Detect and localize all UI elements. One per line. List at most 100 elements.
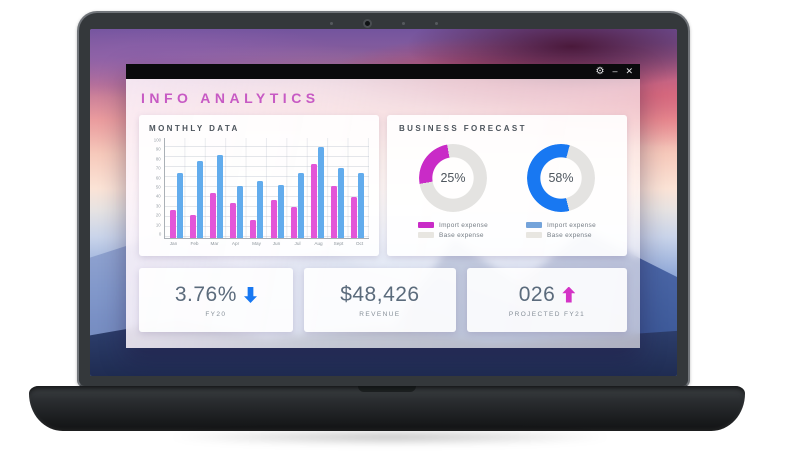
bar-chart-plot-area xyxy=(164,138,369,239)
bar-pink xyxy=(350,197,357,238)
bar-group xyxy=(250,138,264,238)
laptop-lid: ⚙ – ✕ INFO ANALYTICS MONTHLY DATA 100 90 8… xyxy=(77,11,690,388)
x-label: Mar xyxy=(210,241,219,247)
bar-chart: 100 90 80 70 60 50 40 30 20 10 0 Jan Feb Mar Apr May Ju… xyxy=(149,138,369,249)
donut-charts-row: 25% Import expense Base expense 58% Import e… xyxy=(399,135,615,247)
window-body: INFO ANALYTICS MONTHLY DATA 100 90 80 70 60 5… xyxy=(126,79,640,348)
stat-top: $48,426 xyxy=(340,283,419,307)
donut-legend: Import expense Base expense xyxy=(525,222,596,239)
y-tick: 80 xyxy=(156,157,161,162)
mic-dot xyxy=(329,21,333,25)
business-forecast-title: BUSINESS FORECAST xyxy=(399,124,527,133)
bar-blue xyxy=(177,173,183,238)
bar-blue xyxy=(197,161,204,238)
x-label: Aug xyxy=(313,241,323,247)
top-cards-row: MONTHLY DATA 100 90 80 70 60 50 40 30 20 10 0 Jan F… xyxy=(139,115,627,256)
bar-chart-plot-column: Jan Feb Mar Apr May Jun Jul Aug Sept Oct xyxy=(164,138,369,249)
legend-item: Base expense xyxy=(525,231,596,239)
donut-box: 25% Import expense Base expense xyxy=(417,143,488,239)
donut-value-label: 25% xyxy=(440,170,466,185)
bar-group xyxy=(310,138,324,238)
x-label: Jan xyxy=(169,241,178,247)
x-label: Sept xyxy=(333,241,344,247)
bar-group xyxy=(230,138,244,238)
bar-chart-x-axis: Jan Feb Mar Apr May Jun Jul Aug Sept Oct xyxy=(164,239,369,249)
monthly-data-card: MONTHLY DATA 100 90 80 70 60 50 40 30 20 10 0 Jan F… xyxy=(139,115,379,256)
x-label: Jun xyxy=(273,241,281,247)
minimize-icon[interactable]: – xyxy=(612,66,618,76)
y-tick: 100 xyxy=(153,138,161,144)
close-icon[interactable]: ✕ xyxy=(625,66,633,76)
bar-blue xyxy=(337,168,344,238)
x-label: Oct xyxy=(355,241,364,247)
legend-label: Base expense xyxy=(438,231,484,239)
x-label: May xyxy=(251,241,261,247)
stat-card: 026 PROJECTED FY21 xyxy=(467,268,627,332)
legend-label: Import expense xyxy=(438,221,488,229)
bar-group xyxy=(190,138,204,238)
bar-blue xyxy=(277,185,284,238)
legend-label: Base expense xyxy=(546,231,592,239)
bar-group xyxy=(270,138,284,238)
bar-pink xyxy=(190,215,197,238)
legend-item: Import expense xyxy=(417,221,488,229)
bar-pink xyxy=(230,203,237,238)
bar-pink xyxy=(250,220,257,238)
bar-group xyxy=(350,138,364,238)
y-tick: 10 xyxy=(156,223,161,228)
y-tick: 90 xyxy=(156,148,161,153)
laptop-shadow xyxy=(70,427,710,447)
window-titlebar[interactable]: ⚙ – ✕ xyxy=(126,64,640,79)
bar-blue xyxy=(297,173,304,238)
stat-value: 026 xyxy=(518,282,556,306)
business-forecast-card: BUSINESS FORECAST 25% Import expense Base … xyxy=(387,115,627,256)
legend-swatch xyxy=(525,222,542,228)
bar-chart-y-axis: 100 90 80 70 60 50 40 30 20 10 0 xyxy=(149,138,164,249)
analytics-app-window: ⚙ – ✕ INFO ANALYTICS MONTHLY DATA 100 90 8… xyxy=(126,64,640,348)
bar-pink xyxy=(310,164,317,238)
legend-swatch xyxy=(417,222,434,228)
arrow-down-icon xyxy=(244,287,257,303)
y-tick: 40 xyxy=(156,195,161,200)
stat-top: 3.76% xyxy=(175,283,257,307)
arrow-up-icon xyxy=(562,286,576,303)
bar-group xyxy=(290,138,304,238)
legend-item: Base expense xyxy=(417,231,488,239)
stat-top: 026 xyxy=(519,283,576,307)
legend-swatch xyxy=(417,232,434,238)
mic-dot xyxy=(434,21,438,25)
stat-card: $48,426 REVENUE xyxy=(303,268,457,332)
bar-pink xyxy=(170,210,176,238)
stat-label: PROJECTED FY21 xyxy=(508,310,586,318)
stat-card: 3.76% FY20 xyxy=(139,268,293,332)
bar-blue xyxy=(217,155,224,238)
bar-group xyxy=(170,138,183,238)
donut-value-label: 58% xyxy=(548,170,574,185)
bar-blue xyxy=(257,181,264,238)
donut-box: 58% Import expense Base expense xyxy=(525,143,596,239)
bar-pink xyxy=(330,186,337,238)
donut-chart xyxy=(526,143,595,212)
bar-group xyxy=(330,138,344,238)
bar-blue xyxy=(357,173,364,238)
stat-value: $48,426 xyxy=(340,282,420,306)
x-label: Apr xyxy=(231,241,240,247)
bar-pink xyxy=(290,207,297,238)
stat-cards-row: 3.76% FY20 $48,426 REVENUE 026 PROJECTED FY21 xyxy=(139,268,627,332)
bar-blue xyxy=(237,186,244,238)
y-tick: 0 xyxy=(158,232,161,238)
stat-label: REVENUE xyxy=(359,310,401,318)
y-tick: 60 xyxy=(156,176,161,181)
y-tick: 70 xyxy=(156,167,161,172)
monthly-data-title: MONTHLY DATA xyxy=(149,124,240,133)
stat-label: FY20 xyxy=(205,310,227,318)
bar-pink xyxy=(210,193,217,238)
webcam-icon xyxy=(362,18,372,28)
settings-gear-icon[interactable]: ⚙ xyxy=(595,65,605,77)
y-tick: 20 xyxy=(156,213,161,219)
bar-blue xyxy=(317,147,324,238)
donut-chart xyxy=(418,143,487,212)
webcam-row xyxy=(79,18,688,28)
legend-swatch xyxy=(525,232,542,238)
